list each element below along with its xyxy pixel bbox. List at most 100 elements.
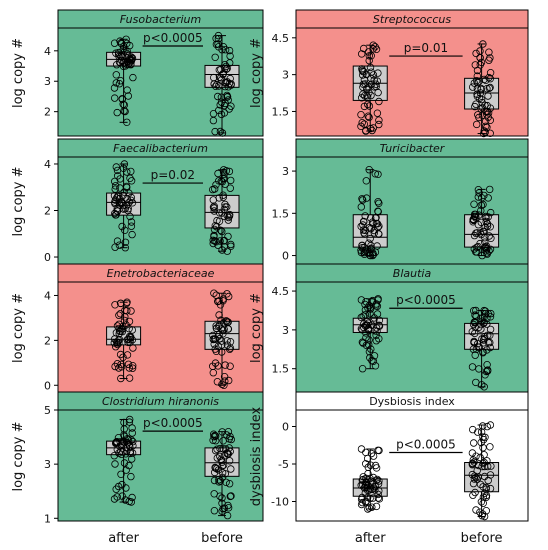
data-point [112, 163, 120, 171]
y-axis-label: log copy # [11, 38, 26, 108]
data-point [365, 239, 373, 247]
data-point [119, 353, 127, 361]
data-point [486, 343, 494, 352]
data-point [111, 243, 119, 251]
data-point [113, 493, 121, 501]
data-point [359, 217, 368, 226]
data-point [479, 40, 487, 48]
data-points [469, 185, 495, 260]
data-point [219, 505, 227, 513]
data-points [357, 295, 384, 373]
data-point [486, 471, 495, 479]
data-point [129, 344, 137, 352]
y-axis-label: log copy # [11, 293, 26, 363]
data-point [110, 335, 119, 343]
data-point [110, 177, 119, 186]
data-point [469, 425, 477, 434]
data-points [468, 306, 495, 391]
data-point [126, 212, 134, 221]
p-value-label: p<0.0005 [396, 293, 456, 307]
data-point [366, 461, 375, 469]
data-point [120, 58, 128, 67]
data-point [372, 219, 381, 228]
data-point [372, 45, 381, 53]
box-before [464, 185, 500, 260]
data-point [359, 475, 367, 484]
data-point [480, 127, 488, 135]
box-after [352, 165, 388, 260]
data-point [124, 360, 133, 368]
data-point [112, 194, 121, 202]
data-point [476, 480, 485, 489]
data-point [471, 102, 479, 111]
data-point [372, 337, 380, 345]
data-point [361, 300, 369, 309]
data-point [127, 167, 135, 176]
data-point [226, 184, 234, 192]
data-point [115, 311, 123, 319]
panel-title: Turicibacter [380, 142, 446, 155]
data-point [482, 76, 490, 84]
data-point [222, 203, 231, 211]
data-point [209, 430, 218, 438]
data-point [211, 431, 219, 440]
panel-title: Blautia [393, 267, 432, 280]
data-point [114, 48, 123, 57]
data-point [209, 239, 217, 248]
data-point [477, 85, 485, 94]
data-point [469, 456, 477, 464]
data-point [211, 237, 219, 245]
data-point [216, 492, 224, 500]
data-point [210, 185, 219, 193]
data-point [218, 227, 226, 236]
data-point [210, 207, 218, 215]
data-point [470, 79, 478, 87]
data-point [358, 195, 366, 203]
data-point [210, 289, 218, 297]
data-point [219, 326, 227, 335]
data-point [471, 488, 479, 497]
data-point [112, 79, 120, 87]
data-point [110, 452, 118, 460]
data-point [127, 53, 136, 61]
data-point [362, 177, 370, 185]
box-after [352, 445, 388, 513]
data-point [360, 230, 369, 238]
data-point [360, 120, 368, 128]
data-point [472, 306, 480, 315]
data-point [480, 458, 488, 467]
data-point [471, 210, 479, 218]
data-point [477, 105, 485, 113]
y-tick-label: 0 [44, 379, 51, 392]
data-point [122, 466, 130, 474]
data-point [475, 94, 484, 103]
data-point [361, 246, 370, 254]
data-points [357, 165, 383, 260]
data-point [123, 307, 131, 315]
data-point [216, 301, 225, 309]
data-point [116, 438, 124, 446]
data-point [487, 462, 495, 470]
data-point [224, 232, 232, 241]
data-point [211, 446, 220, 455]
panel-title: Enetrobacteriaceae [107, 267, 215, 280]
data-point [127, 218, 136, 226]
data-point [213, 445, 221, 453]
box-after [106, 160, 142, 252]
data-point [120, 425, 128, 433]
data-point [114, 482, 123, 491]
data-point [357, 110, 365, 119]
data-point [210, 80, 218, 88]
data-point [118, 492, 126, 500]
data-point [359, 80, 368, 88]
data-point [225, 46, 234, 55]
data-point [364, 505, 372, 513]
data-point [480, 191, 488, 200]
data-point [474, 428, 482, 436]
y-tick-label: 4.5 [272, 32, 290, 45]
data-point [215, 177, 223, 185]
data-point [371, 362, 380, 370]
data-point [487, 208, 495, 217]
data-point [212, 34, 220, 43]
data-point [361, 226, 370, 235]
